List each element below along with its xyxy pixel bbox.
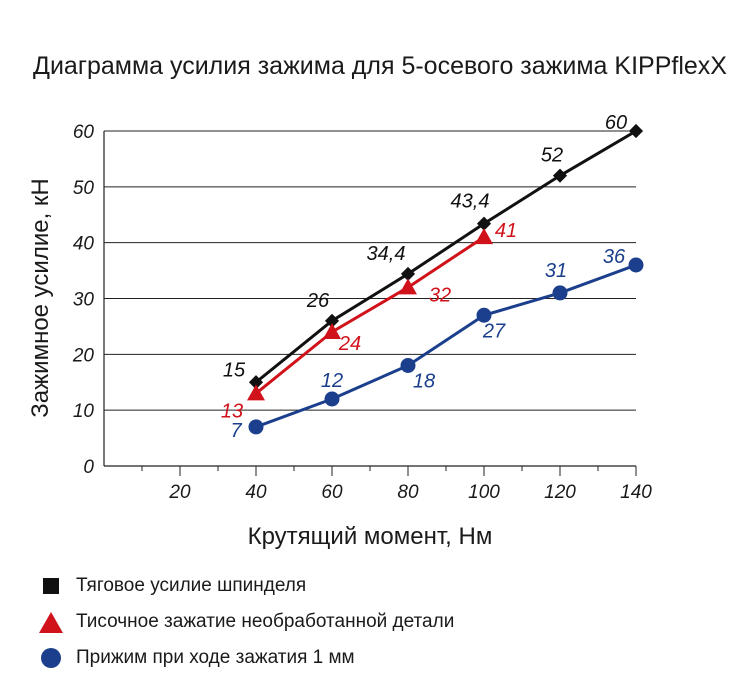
y-tick-label-50: 50 <box>73 178 95 199</box>
circle-marker-icon <box>38 646 64 670</box>
y-tick-label-20: 20 <box>72 345 95 366</box>
series-0: 15 26 34,4 43,4 52 60 <box>223 112 644 390</box>
chart-title: Диаграмма усилия зажима для 5-осевого за… <box>33 52 727 80</box>
x-tick-label-20: 20 <box>168 482 191 503</box>
data-label-1-1: 24 <box>338 333 361 355</box>
x-tick-label-60: 60 <box>321 482 343 503</box>
triangle-marker-1-1 <box>323 323 341 339</box>
y-tick-label-30: 30 <box>73 290 95 311</box>
circle-marker-2-4 <box>552 285 568 301</box>
series-line-1 <box>255 235 485 395</box>
square-marker-0-4 <box>552 168 568 183</box>
series-2: 7 12 18 27 31 36 <box>230 246 644 442</box>
legend-item-spindle: Тяговое усилие шпинделя <box>38 568 454 604</box>
data-label-2-3: 27 <box>482 320 506 342</box>
y-tick-label-60: 60 <box>73 122 95 143</box>
square-marker-0-2 <box>400 266 416 282</box>
series-line-0 <box>255 129 637 384</box>
series-1: 13 24 32 41 <box>221 220 517 422</box>
triangle-marker-1-3 <box>475 228 493 245</box>
data-label-0-1: 26 <box>306 290 330 312</box>
legend-item-press: Прижим при ходе зажатия 1 мм <box>38 640 454 676</box>
clamping-force-chart: Диаграмма усилия зажима для 5-осевого за… <box>27 52 727 550</box>
square-marker-icon <box>38 574 64 598</box>
square-marker-0-0 <box>248 375 264 390</box>
square-marker-0-5 <box>628 123 644 139</box>
tick-labels: 0 10 20 30 40 50 60 20 40 60 80 100 120 140 <box>72 122 652 503</box>
x-axis-label: Крутящий момент, Нм <box>248 523 493 550</box>
series-layer: 7 12 18 27 31 36 15 26 34,4 43,4 52 60 13 24 32 41 <box>221 112 644 442</box>
data-label-1-2: 32 <box>429 284 451 306</box>
circle-marker-2-0 <box>248 419 264 435</box>
triangle-marker-icon <box>38 610 64 634</box>
data-label-0-0: 15 <box>223 359 246 381</box>
data-label-0-5: 60 <box>605 112 627 134</box>
data-label-2-4: 31 <box>545 260 567 282</box>
x-tick-label-100: 100 <box>468 482 500 503</box>
series-line-2 <box>255 263 637 429</box>
data-label-1-3: 41 <box>495 220 517 242</box>
legend-label-vise: Тисочное зажатие необработанной детали <box>76 611 455 632</box>
data-label-0-2: 34,4 <box>367 243 406 265</box>
legend-item-vise: Тисочное зажатие необработанной детали <box>38 604 454 640</box>
data-label-0-4: 52 <box>541 145 563 167</box>
data-label-2-0: 7 <box>230 420 242 442</box>
data-label-0-3: 43,4 <box>451 191 490 213</box>
circle-marker-2-1 <box>324 391 340 407</box>
y-tick-label-40: 40 <box>73 234 95 255</box>
triangle-marker-1-0 <box>247 384 265 401</box>
triangle-marker-1-2 <box>399 278 417 295</box>
circle-marker-2-3 <box>476 307 492 323</box>
x-tick-label-40: 40 <box>245 482 267 503</box>
y-tick-label-0: 0 <box>83 457 94 478</box>
x-tick-label-80: 80 <box>397 482 419 503</box>
x-tick-label-120: 120 <box>544 482 576 503</box>
data-label-1-0: 13 <box>221 400 243 422</box>
y-tick-label-10: 10 <box>73 401 95 422</box>
legend-label-press: Прижим при ходе зажатия 1 мм <box>76 647 355 668</box>
legend: Тяговое усилие шпинделя Тисочное зажатие… <box>38 568 454 676</box>
circle-marker-2-5 <box>628 257 644 273</box>
axes <box>103 131 637 476</box>
data-label-2-5: 36 <box>603 246 626 268</box>
data-label-2-2: 18 <box>413 371 435 393</box>
legend-label-spindle: Тяговое усилие шпинделя <box>76 575 307 596</box>
data-label-2-1: 12 <box>321 370 343 392</box>
square-marker-0-3 <box>476 216 492 231</box>
circle-marker-2-2 <box>400 358 416 373</box>
y-axis-label: Зажимное усилие, кН <box>27 178 54 417</box>
x-tick-label-140: 140 <box>620 482 652 503</box>
square-marker-0-1 <box>324 313 340 328</box>
